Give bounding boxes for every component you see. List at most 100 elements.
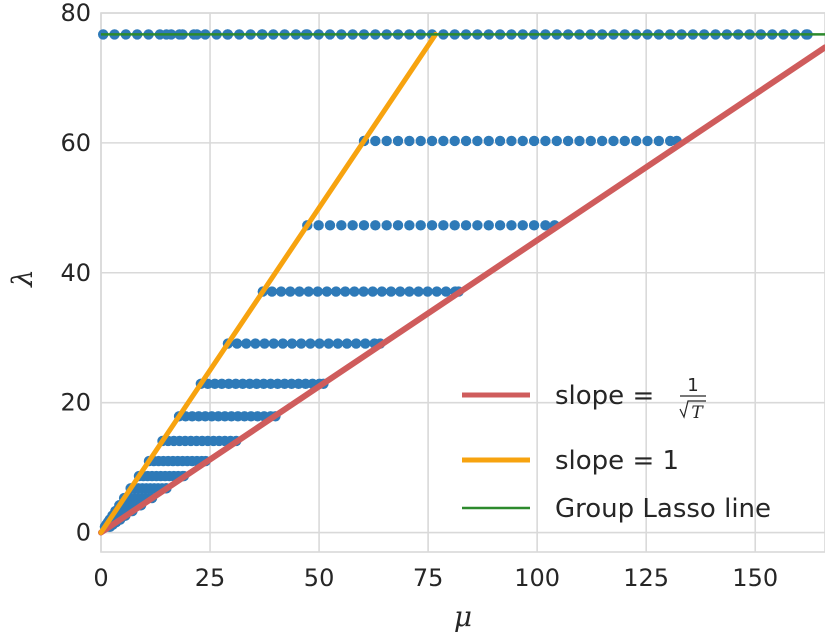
- data-point: [358, 286, 369, 297]
- y-tick-label: 80: [60, 0, 91, 27]
- data-point: [360, 338, 371, 349]
- data-point: [370, 220, 381, 231]
- data-point: [295, 338, 307, 349]
- data-point: [323, 338, 334, 349]
- data-point: [483, 220, 494, 231]
- data-point: [404, 286, 415, 297]
- data-point: [275, 286, 287, 297]
- data-point: [341, 338, 353, 349]
- legend-label: slope =: [555, 381, 654, 411]
- data-point: [392, 135, 404, 147]
- data-point: [426, 135, 438, 147]
- data-point: [285, 286, 296, 297]
- x-tick-label: 0: [93, 564, 108, 592]
- y-tick-label: 0: [76, 519, 91, 547]
- legend-label: Group Lasso line: [555, 494, 771, 524]
- legend-label: slope = 1: [555, 446, 679, 476]
- x-tick-label: 50: [304, 564, 335, 592]
- x-tick-label: 25: [195, 564, 226, 592]
- data-point: [517, 135, 528, 147]
- data-point: [517, 220, 528, 231]
- data-point: [241, 338, 252, 349]
- data-point: [305, 338, 316, 349]
- data-point: [312, 286, 323, 297]
- data-point: [460, 135, 472, 147]
- data-point: [483, 135, 494, 147]
- sqrt-sign: [679, 400, 706, 419]
- data-point: [370, 135, 381, 147]
- data-point: [250, 338, 261, 349]
- data-point: [642, 135, 653, 147]
- data-point: [294, 286, 305, 297]
- data-point: [506, 135, 517, 147]
- data-lines: [98, 31, 825, 536]
- data-point: [350, 338, 362, 349]
- data-point: [540, 220, 551, 231]
- data-point: [314, 338, 325, 349]
- x-tick-label: 100: [514, 564, 560, 592]
- data-point: [347, 220, 358, 231]
- data-point: [367, 286, 378, 297]
- data-point: [438, 220, 449, 231]
- data-point: [394, 286, 406, 297]
- y-axis-label: λ: [6, 269, 39, 288]
- data-point: [494, 135, 506, 147]
- data-point: [385, 286, 397, 297]
- data-point: [413, 286, 424, 297]
- data-point: [404, 220, 415, 231]
- data-point: [415, 220, 426, 231]
- data-point: [449, 220, 460, 231]
- axes-frame: [100, 12, 825, 553]
- legend-fraction-denominator: T: [691, 403, 704, 423]
- data-point: [381, 135, 392, 147]
- data-point: [494, 220, 506, 231]
- x-axis-label: μ: [454, 600, 472, 633]
- x-tick-label: 150: [732, 564, 778, 592]
- data-point: [449, 135, 460, 147]
- data-point: [268, 338, 279, 349]
- x-tick-label: 125: [623, 564, 669, 592]
- data-point: [551, 135, 562, 147]
- x-tick-labels: 0 25 50 75 100 125 150: [93, 564, 778, 592]
- data-point: [376, 286, 388, 297]
- y-tick-label: 40: [60, 259, 91, 287]
- data-point: [653, 135, 665, 147]
- data-point: [286, 338, 298, 349]
- data-point: [438, 135, 449, 147]
- data-point: [358, 220, 370, 231]
- data-point: [266, 286, 278, 297]
- data-point: [381, 220, 392, 231]
- data-point: [340, 286, 351, 297]
- data-point: [472, 220, 483, 231]
- data-point: [528, 220, 540, 231]
- data-point: [330, 286, 342, 297]
- data-point: [349, 286, 360, 297]
- x-tick-label: 75: [413, 564, 444, 592]
- legend-fraction-numerator: 1: [687, 375, 698, 396]
- data-point: [440, 286, 452, 297]
- data-point: [259, 338, 270, 349]
- data-point: [415, 135, 426, 147]
- data-point: [321, 286, 333, 297]
- data-point: [231, 338, 243, 349]
- data-point: [426, 220, 438, 231]
- y-tick-labels: 0 20 40 60 80: [60, 0, 91, 547]
- data-point: [630, 135, 642, 147]
- data-point: [422, 286, 433, 297]
- data-point: [404, 135, 415, 147]
- data-point: [460, 220, 472, 231]
- data-point: [596, 135, 608, 147]
- data-point: [336, 220, 347, 231]
- plot-area: [100, 12, 825, 553]
- data-point: [303, 286, 314, 297]
- data-point: [608, 135, 619, 147]
- series-line: [98, 44, 825, 536]
- data-point: [585, 135, 596, 147]
- data-point: [392, 220, 404, 231]
- data-point: [277, 338, 289, 349]
- data-point: [506, 220, 517, 231]
- data-point: [574, 135, 585, 147]
- data-point: [562, 135, 574, 147]
